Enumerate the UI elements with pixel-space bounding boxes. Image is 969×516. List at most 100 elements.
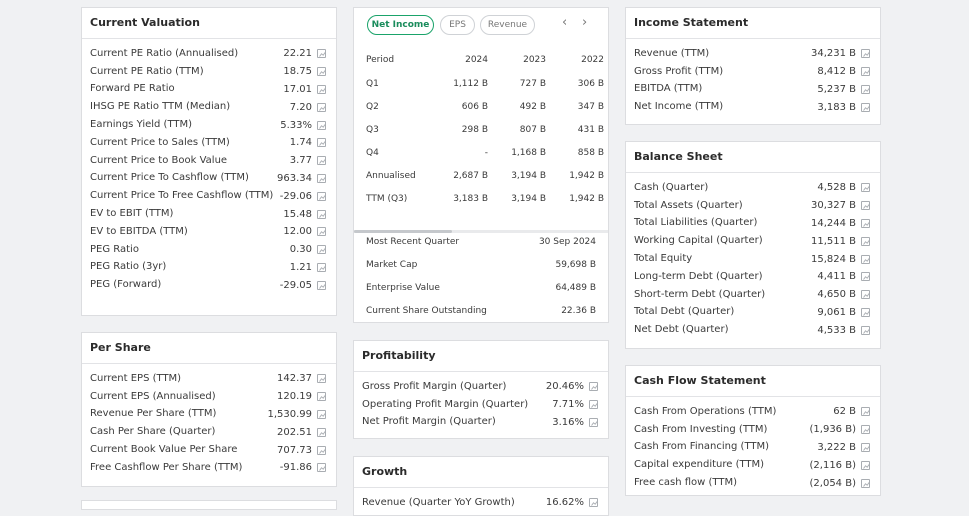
chart-icon[interactable] — [861, 84, 870, 94]
metric-label: Current Price to Book Value — [90, 154, 228, 166]
metric-label: Current PE Ratio (TTM) — [90, 65, 204, 77]
chart-icon[interactable] — [861, 254, 870, 264]
metric-value: 707.73 — [277, 444, 312, 456]
chart-icon[interactable] — [317, 427, 326, 437]
chart-icon[interactable] — [589, 400, 598, 410]
metric-label: Cash From Operations (TTM) — [634, 405, 777, 417]
chart-icon[interactable] — [317, 209, 326, 219]
chart-icon[interactable] — [317, 138, 326, 148]
metric-label: Revenue (Quarter YoY Growth) — [362, 496, 515, 508]
table-cell: Q4 — [366, 147, 379, 158]
chart-icon[interactable] — [861, 183, 870, 193]
chart-icon[interactable] — [861, 442, 870, 452]
chart-icon[interactable] — [861, 218, 870, 228]
period-table: Period 2024 2023 2022 Q1 1,112 B 727 B 306 B Q2 6… — [354, 48, 608, 210]
chart-icon[interactable] — [317, 463, 326, 473]
metric-value: -29.06 — [279, 190, 312, 202]
table-cell: 3,183 B — [453, 193, 488, 204]
chart-icon[interactable] — [317, 392, 326, 402]
chart-icon[interactable] — [589, 498, 598, 508]
metric-row: Total Debt (Quarter) 9,061 B — [626, 304, 880, 322]
metric-row: Forward PE Ratio 17.01 — [82, 81, 336, 99]
chart-icon[interactable] — [589, 417, 598, 427]
summary-value: 59,698 B — [555, 259, 596, 270]
metric-value: 4,533 B — [817, 324, 856, 336]
tab-revenue[interactable]: Revenue — [480, 15, 535, 35]
chart-icon[interactable] — [861, 307, 870, 317]
scrollbar-thumb[interactable] — [354, 230, 452, 233]
chevron-right-icon[interactable]: › — [582, 15, 588, 30]
chart-icon[interactable] — [317, 84, 326, 94]
metric-value: 17.01 — [283, 83, 312, 95]
metric-label: Revenue Per Share (TTM) — [90, 408, 217, 420]
metric-value: -29.05 — [279, 279, 312, 291]
chart-icon[interactable] — [317, 120, 326, 130]
chart-icon[interactable] — [317, 156, 326, 166]
metric-row: Net Profit Margin (Quarter) 3.16% — [354, 414, 608, 432]
chart-icon[interactable] — [317, 245, 326, 255]
summary-value: 30 Sep 2024 — [538, 236, 596, 247]
metric-label: EV to EBITDA (TTM) — [90, 225, 188, 237]
metric-row: Short-term Debt (Quarter) 4,650 B — [626, 286, 880, 304]
chart-icon[interactable] — [317, 191, 326, 201]
chart-icon[interactable] — [861, 236, 870, 246]
chart-icon[interactable] — [317, 227, 326, 237]
chart-icon[interactable] — [317, 49, 326, 59]
metric-row: Current Price To Cashflow (TTM) 963.34 — [82, 170, 336, 188]
chart-icon[interactable] — [317, 67, 326, 77]
table-cell: Q1 — [366, 78, 379, 89]
table-cell: 606 B — [461, 101, 488, 112]
table-cell: 858 B — [577, 147, 604, 158]
chart-icon[interactable] — [589, 382, 598, 392]
table-cell: 492 B — [519, 101, 546, 112]
chart-icon[interactable] — [861, 325, 870, 335]
metric-value: 16.62% — [545, 497, 584, 509]
balance-sheet-rows: Cash (Quarter) 4,528 B Total Assets (Quart… — [626, 173, 880, 339]
table-cell: Q3 — [366, 124, 379, 135]
metric-label: Gross Profit (TTM) — [634, 65, 724, 77]
metric-row: Operating Profit Margin (Quarter) 7.71% — [354, 396, 608, 414]
metric-value: 202.51 — [277, 426, 312, 438]
metric-label: Net Income (TTM) — [634, 101, 724, 113]
metric-row: Cash From Investing (TTM) (1,936 B) — [626, 421, 880, 439]
column-header: 2024 — [465, 55, 488, 65]
chart-icon[interactable] — [317, 445, 326, 455]
chart-icon[interactable] — [861, 407, 870, 417]
chart-icon[interactable] — [317, 262, 326, 272]
chart-icon[interactable] — [861, 290, 870, 300]
chart-icon[interactable] — [317, 280, 326, 290]
chart-icon[interactable] — [861, 460, 870, 470]
chart-icon[interactable] — [861, 201, 870, 211]
metric-value: 15,824 B — [810, 253, 856, 265]
current-valuation-card: Current Valuation Current PE Ratio (Annu… — [81, 7, 337, 316]
metric-value: 120.19 — [277, 391, 312, 403]
metric-label: Operating Profit Margin (Quarter) — [362, 398, 529, 410]
metric-label: Cash Per Share (Quarter) — [90, 426, 216, 438]
horizontal-scrollbar[interactable] — [354, 230, 608, 233]
chart-icon[interactable] — [861, 49, 870, 59]
chart-icon[interactable] — [861, 478, 870, 488]
chart-icon[interactable] — [861, 272, 870, 282]
chart-icon[interactable] — [317, 173, 326, 183]
chevron-left-icon[interactable]: ‹ — [562, 15, 568, 30]
tab-net-income[interactable]: Net Income — [367, 15, 434, 35]
chart-icon[interactable] — [861, 102, 870, 112]
metric-row: Current PE Ratio (TTM) 18.75 — [82, 63, 336, 81]
table-cell: 1,112 B — [453, 78, 488, 89]
metric-row: Net Income (TTM) 3,183 B — [626, 98, 880, 116]
chart-icon[interactable] — [317, 102, 326, 112]
summary-row: Enterprise Value 64,489 B — [354, 276, 608, 299]
chart-icon[interactable] — [317, 409, 326, 419]
metric-label: Total Equity — [634, 253, 693, 265]
chart-icon[interactable] — [861, 425, 870, 435]
tab-eps[interactable]: EPS — [440, 15, 475, 35]
metric-row: Current Price to Sales (TTM) 1.74 — [82, 134, 336, 152]
metric-label: Net Profit Margin (Quarter) — [362, 416, 496, 428]
metric-label: Net Debt (Quarter) — [634, 324, 729, 336]
metric-label: Cash (Quarter) — [634, 181, 709, 193]
chart-icon[interactable] — [861, 67, 870, 77]
summary-label: Enterprise Value — [366, 282, 440, 293]
chart-icon[interactable] — [317, 374, 326, 384]
metric-row: Earnings Yield (TTM) 5.33% — [82, 116, 336, 134]
metric-value: 3.16% — [552, 416, 584, 428]
